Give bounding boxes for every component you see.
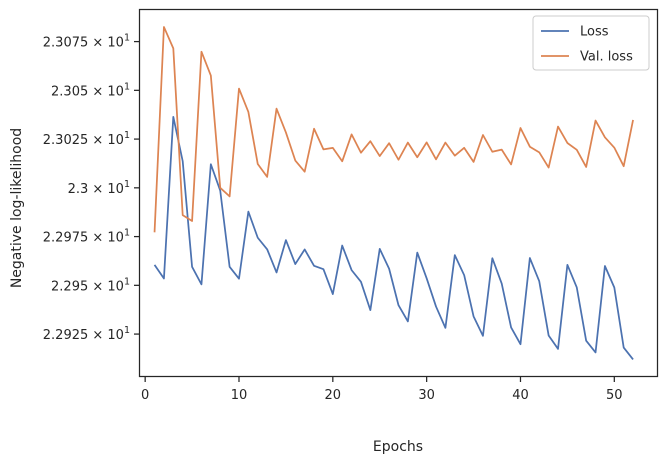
y-axis: 2.2925 × 101 2.295 × 101 2.2975 × 101 2.3 ×… bbox=[43, 33, 140, 343]
plot-lines bbox=[153, 26, 634, 360]
y-tick-label: 2.3025 × 101 bbox=[43, 130, 130, 148]
y-tick-label: 2.3075 × 101 bbox=[43, 33, 130, 51]
x-tick-label: 10 bbox=[231, 388, 248, 403]
x-tick-label: 0 bbox=[141, 388, 149, 403]
x-axis: 0 10 20 30 40 50 bbox=[141, 376, 623, 403]
x-tick-label: 40 bbox=[512, 388, 529, 403]
legend-label-val-loss: Val. loss bbox=[580, 50, 633, 65]
x-tick-label: 50 bbox=[606, 388, 623, 403]
y-tick-label: 2.295 × 101 bbox=[51, 276, 130, 294]
x-tick-label: 30 bbox=[418, 388, 435, 403]
y-tick-label: 2.2975 × 101 bbox=[43, 228, 130, 246]
y-tick-label: 2.3 × 101 bbox=[68, 179, 130, 197]
series-line-loss bbox=[153, 115, 634, 360]
legend-label-loss: Loss bbox=[580, 25, 609, 40]
series-line-val-loss bbox=[153, 26, 634, 233]
plot-frame bbox=[138, 8, 659, 378]
y-tick-label: 2.305 × 101 bbox=[51, 81, 130, 99]
legend: Loss Val. loss bbox=[532, 15, 650, 71]
x-tick-label: 20 bbox=[325, 388, 342, 403]
x-axis-label: Epochs bbox=[373, 439, 423, 455]
y-axis-label: Negative log-likelihood bbox=[9, 128, 25, 288]
y-tick-label: 2.2925 × 101 bbox=[43, 325, 130, 343]
